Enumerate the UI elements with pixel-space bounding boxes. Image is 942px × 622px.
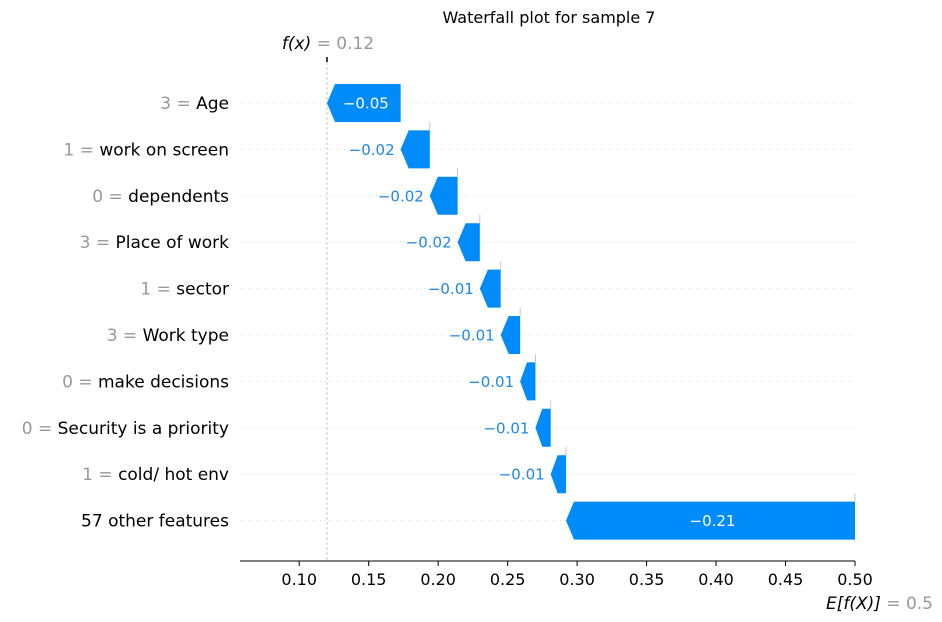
fx-label: f(x) bbox=[282, 34, 311, 54]
bar bbox=[565, 501, 855, 540]
bar bbox=[327, 84, 401, 122]
x-tick-label: 0.20 bbox=[420, 570, 456, 589]
x-tick-label: 0.45 bbox=[768, 570, 804, 589]
bar bbox=[520, 362, 536, 401]
feature-label: 0 = make decisions bbox=[62, 372, 229, 392]
x-tick-label: 0.35 bbox=[629, 570, 665, 589]
bar-value-label: −0.02 bbox=[378, 187, 424, 205]
fx-value: = 0.12 bbox=[311, 34, 374, 54]
feature-name: cold/ hot env bbox=[118, 465, 229, 485]
feature-name: Security is a priority bbox=[58, 419, 229, 439]
bar-value-label: −0.01 bbox=[428, 280, 474, 298]
feature-name: Place of work bbox=[115, 233, 229, 253]
bar-value-label: −0.21 bbox=[690, 512, 736, 530]
bar-value-label: −0.02 bbox=[406, 234, 452, 252]
feature-value: 0 = bbox=[92, 187, 128, 207]
svg-text:E[f(X)] = 0.5: E[f(X)] = 0.5 bbox=[826, 594, 933, 614]
feature-labels: −0.05 3 = Age −0.02 1 = work on screen −0.02… bbox=[22, 94, 736, 532]
feature-label: 57 other features bbox=[81, 512, 229, 532]
feature-name: dependents bbox=[128, 187, 229, 207]
x-tick-label: 0.15 bbox=[351, 570, 387, 589]
feature-name: sector bbox=[176, 280, 229, 300]
feature-value: 1 = bbox=[82, 465, 118, 485]
bar-value-label: −0.01 bbox=[468, 373, 514, 391]
feature-value: 3 = bbox=[160, 94, 196, 114]
feature-name: Work type bbox=[143, 326, 229, 346]
feature-name: make decisions bbox=[98, 372, 229, 392]
feature-label: 3 = Place of work bbox=[80, 233, 230, 253]
feature-value: 1 = bbox=[63, 140, 99, 160]
bar bbox=[457, 223, 480, 262]
x-tick-label: 0.40 bbox=[698, 570, 734, 589]
bar-value-label: −0.05 bbox=[343, 95, 389, 113]
efx-label: E[f(X)] bbox=[826, 594, 881, 614]
feature-label: 1 = sector bbox=[140, 280, 229, 300]
x-tick-label: 0.30 bbox=[559, 570, 595, 589]
bar bbox=[400, 130, 430, 169]
bar-value-label: −0.01 bbox=[499, 466, 545, 484]
feature-label: 1 = cold/ hot env bbox=[82, 465, 229, 485]
efx-value: = 0.5 bbox=[881, 594, 933, 614]
bar-value-label: −0.02 bbox=[349, 141, 395, 159]
bar-value-label: −0.01 bbox=[449, 327, 495, 345]
feature-value: 0 = bbox=[62, 372, 98, 392]
chart-title: Waterfall plot for sample 7 bbox=[443, 8, 656, 27]
reference-lines bbox=[326, 57, 856, 561]
feature-value: 0 = bbox=[22, 419, 58, 439]
bar bbox=[535, 408, 551, 447]
bars bbox=[327, 84, 855, 540]
feature-label: 3 = Work type bbox=[107, 326, 229, 346]
x-tick-label: 0.10 bbox=[281, 570, 317, 589]
feature-label: 3 = Age bbox=[160, 94, 229, 114]
feature-label: 0 = Security is a priority bbox=[22, 419, 229, 439]
feature-name: 57 other features bbox=[81, 512, 229, 532]
feature-label: 0 = dependents bbox=[92, 187, 229, 207]
bar bbox=[479, 269, 501, 308]
bar bbox=[429, 176, 458, 215]
bar bbox=[550, 455, 566, 494]
svg-text:f(x) = 0.12: f(x) = 0.12 bbox=[282, 34, 374, 54]
bar-value-label: −0.01 bbox=[483, 419, 529, 437]
x-axis: 0.10 0.15 0.20 0.25 0.30 0.35 0.40 0.45 0.50 bbox=[240, 560, 873, 589]
feature-name: work on screen bbox=[99, 140, 229, 160]
feature-value: 3 = bbox=[107, 326, 143, 346]
feature-name: Age bbox=[196, 94, 229, 114]
x-tick-label: 0.25 bbox=[490, 570, 526, 589]
x-tick-label: 0.50 bbox=[837, 570, 873, 589]
feature-value: 1 = bbox=[140, 280, 176, 300]
bar bbox=[500, 316, 521, 354]
fx-annotation: f(x) = 0.12 bbox=[282, 34, 374, 54]
efx-annotation: E[f(X)] = 0.5 bbox=[826, 594, 933, 614]
grid-lines bbox=[240, 102, 855, 522]
feature-label: 1 = work on screen bbox=[63, 140, 229, 160]
feature-value: 3 = bbox=[80, 233, 116, 253]
